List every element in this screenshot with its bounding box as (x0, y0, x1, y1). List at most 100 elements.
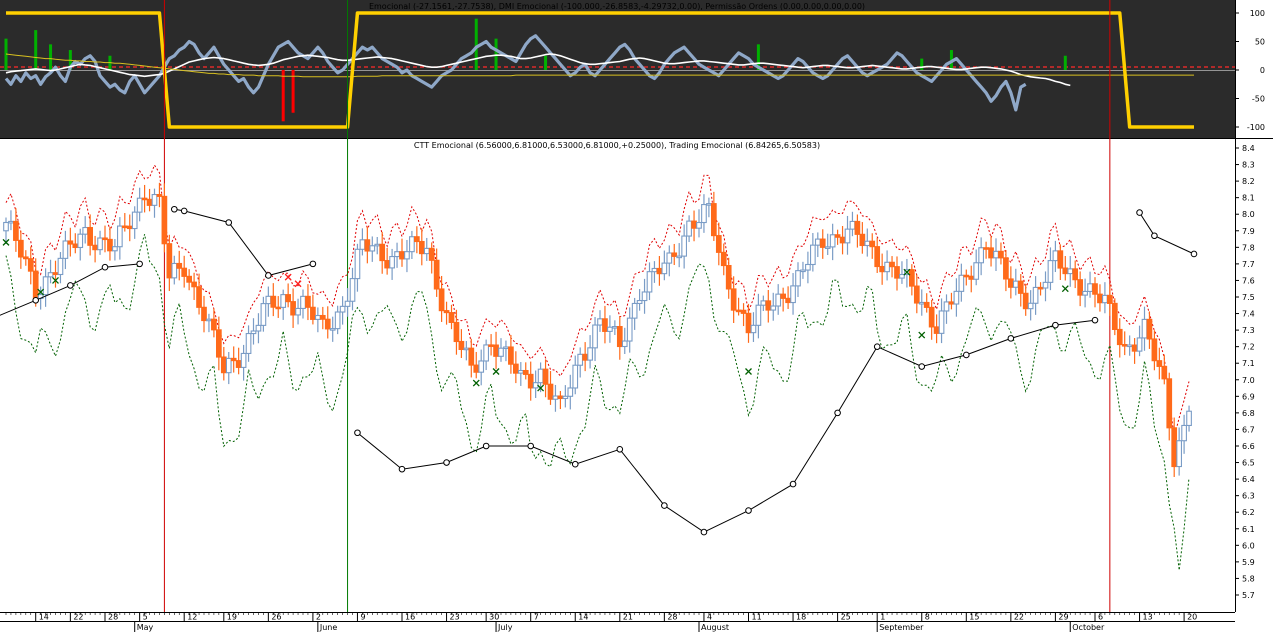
candle-down (1017, 280, 1024, 294)
candle-up (607, 326, 613, 332)
candle-down (418, 240, 425, 255)
signal-x-marker (52, 276, 59, 284)
candle-down (443, 310, 450, 314)
signal-point (443, 459, 450, 466)
candle-up (404, 251, 410, 260)
candle-up (918, 301, 925, 305)
candle-up (626, 317, 633, 342)
candle-down (384, 260, 391, 269)
candle-down (468, 347, 475, 366)
price-y-tick-label: 8.1 (1242, 194, 1255, 203)
candle-up (631, 302, 638, 319)
x-tick-label: 9 (360, 613, 365, 622)
candle-up (3, 221, 9, 232)
candle-down (913, 285, 920, 304)
candle-down (290, 301, 296, 316)
x-tick-label: 21 (623, 613, 633, 622)
candle-down (839, 236, 846, 244)
signal-point (171, 205, 178, 213)
candle-down (488, 344, 494, 347)
candle-down (196, 286, 202, 308)
candle-up (899, 273, 905, 279)
candle-down (715, 235, 722, 253)
x-tick-label: 29 (1058, 613, 1068, 622)
candle-down (448, 312, 455, 323)
candle-down (1062, 267, 1069, 275)
candle-down (725, 264, 732, 290)
indicator-histogram-bar (756, 44, 760, 70)
candle-up (1047, 260, 1054, 283)
candle-up (260, 303, 267, 326)
candle-up (463, 347, 470, 351)
candle-down (889, 261, 895, 268)
x-tick-label: 12 (187, 613, 197, 622)
candle-down (1057, 250, 1064, 269)
candle-up (829, 234, 836, 248)
candle-down (161, 195, 168, 245)
candle-up (1042, 281, 1049, 289)
signal-x-marker (903, 268, 911, 276)
signal-point (309, 260, 317, 268)
candle-up (706, 203, 712, 206)
x-tick-label: 22 (1014, 613, 1024, 622)
x-tick-label: 1 (880, 613, 885, 622)
candle-down (92, 244, 98, 251)
signal-x-marker (1061, 285, 1069, 293)
candle-down (908, 269, 915, 287)
candle-down (928, 306, 935, 328)
candle-down (72, 243, 79, 249)
signal-point (873, 343, 881, 350)
price-y-tick-label: 8.4 (1242, 144, 1255, 153)
candle-up (295, 307, 301, 316)
indicator-series-white (5, 53, 1071, 87)
candle-down (933, 326, 940, 334)
candle-up (805, 263, 811, 271)
candle-down (1121, 343, 1128, 347)
candle-down (691, 220, 697, 229)
candle-up (978, 247, 984, 264)
candle-down (102, 237, 108, 241)
candle-down (319, 314, 326, 320)
candle-up (1181, 424, 1187, 442)
price-y-tick-label: 7.3 (1242, 326, 1255, 335)
price-y-tick-label: 6.5 (1242, 459, 1255, 468)
candle-up (82, 226, 89, 235)
candle-up (389, 256, 395, 269)
price-y-tick-label: 7.1 (1242, 359, 1255, 368)
price-y-tick-label: 7.0 (1242, 376, 1255, 385)
candle-down (1003, 257, 1009, 280)
price-y-tick-label: 8.3 (1242, 161, 1255, 170)
candle-up (577, 353, 584, 366)
candle-up (171, 262, 178, 279)
candle-down (17, 239, 24, 258)
signal-x-marker (492, 368, 500, 375)
candle-up (537, 368, 544, 384)
x-tick-label: 6 (1098, 613, 1103, 622)
indicator-regime-line (6, 11, 1194, 129)
candle-up (681, 235, 687, 257)
candle-up (1082, 290, 1088, 296)
candle-up (374, 243, 381, 247)
candle-down (508, 346, 514, 365)
candle-down (413, 236, 420, 243)
indicator-histogram-bar (474, 18, 478, 70)
price-y-tick-label: 6.1 (1242, 525, 1255, 534)
indicator-panel (0, 11, 1273, 129)
candle-down (285, 294, 292, 303)
x-tick-label: 2 (316, 613, 321, 622)
candle-up (359, 239, 366, 250)
signal-x-marker (472, 379, 480, 387)
candle-down (211, 318, 217, 331)
candle-up (478, 360, 485, 373)
candle-up (245, 333, 252, 354)
candle-up (943, 301, 950, 312)
candle-up (498, 347, 504, 357)
candle-down (87, 226, 93, 246)
candle-up (864, 240, 871, 247)
candle-up (1102, 294, 1108, 304)
indicator-histogram-bar (920, 58, 924, 70)
candle-down (785, 297, 791, 304)
candle-down (656, 267, 663, 275)
signal-point (482, 442, 490, 450)
candle-up (117, 225, 123, 248)
